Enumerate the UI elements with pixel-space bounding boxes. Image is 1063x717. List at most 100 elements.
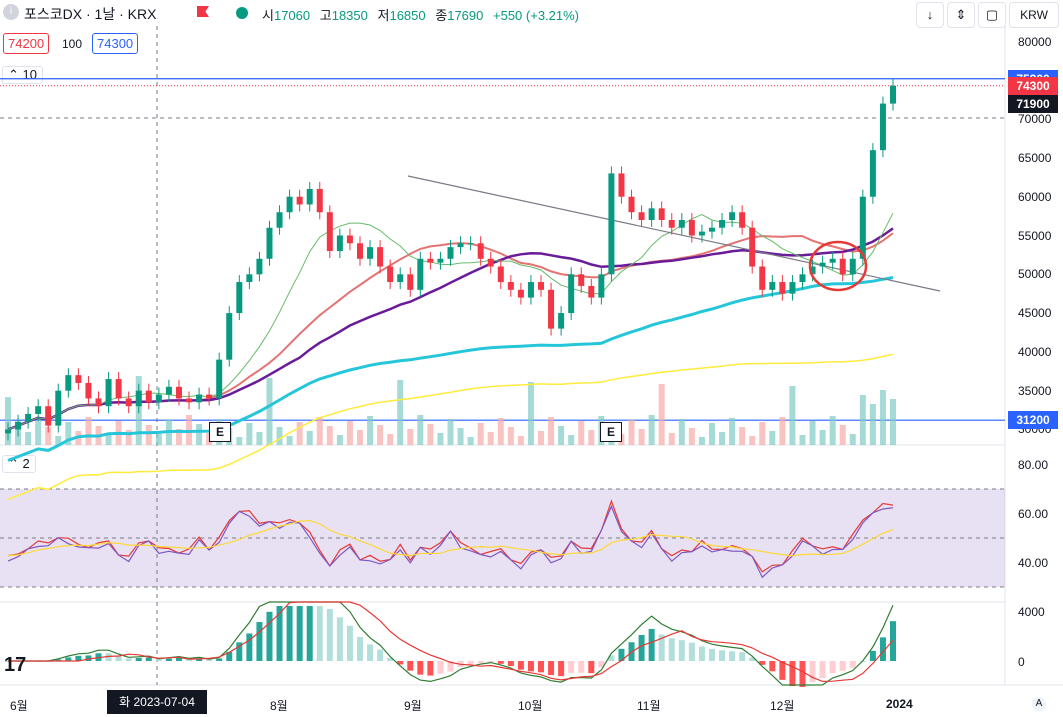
change-readout: +550 (+3.21%) (493, 8, 580, 23)
macd-histogram-bar (799, 661, 806, 687)
candle-body (859, 196, 866, 259)
macd-histogram-bar (165, 658, 172, 661)
macd-histogram-bar (729, 651, 736, 661)
price-axis-label: 60000 (1018, 189, 1052, 204)
candle-body (336, 235, 343, 252)
macd-histogram-bar (387, 657, 394, 661)
macd-histogram-bar (497, 661, 504, 664)
volume-bar (538, 431, 545, 445)
macd-histogram-bar (377, 649, 384, 661)
macd-histogram-bar (708, 649, 715, 661)
volume-bar (799, 435, 806, 445)
stoch-line (7, 504, 894, 579)
candle-body (688, 219, 695, 236)
candle-body (256, 258, 263, 275)
price-tag: 71900 (1008, 95, 1058, 114)
volume-bar (698, 437, 705, 445)
currency-select[interactable]: KRW (1009, 2, 1059, 28)
volume-bar (306, 431, 313, 445)
volume-bar (849, 434, 856, 445)
candle-body (5, 429, 11, 434)
macd-histogram-bar (558, 661, 565, 677)
candle-body (356, 243, 363, 259)
macd-histogram-bar (286, 606, 293, 661)
info-icon[interactable]: i (3, 4, 19, 20)
crosshair-date: 화 2023-07-04 (107, 690, 207, 714)
candle-body (869, 150, 876, 197)
volume-bar (457, 428, 464, 445)
volume-bar (256, 432, 263, 445)
candle-body (377, 247, 384, 267)
tradingview-logo[interactable]: 17 (4, 654, 27, 676)
flag-icon[interactable] (197, 6, 209, 17)
volume-bar (437, 433, 444, 445)
earnings-marker[interactable]: E (600, 422, 622, 442)
macd-histogram-bar (849, 661, 856, 668)
candle-body (427, 258, 434, 263)
snapshot-icon[interactable]: ▢ (978, 2, 1006, 28)
candle-body (497, 266, 504, 283)
candle-body (326, 212, 333, 252)
volume-bar (548, 417, 555, 445)
volume-bar (387, 434, 394, 445)
candle-body (196, 394, 203, 403)
volume-bar (196, 424, 203, 445)
macd-histogram-bar (75, 655, 82, 661)
expand-icon[interactable]: ⇕ (947, 2, 975, 28)
candle-body (437, 258, 444, 263)
symbol-title[interactable]: 포스코DX · 1날 · KRX (24, 6, 157, 22)
volume-bar (789, 386, 796, 445)
macd-histogram-bar (336, 617, 343, 661)
macd-histogram-bar (115, 656, 122, 661)
candle-body (829, 258, 836, 263)
rsi-band (0, 489, 1005, 587)
volume-bar (35, 418, 42, 445)
ma60-line (7, 276, 894, 462)
macd-histogram-bar (65, 657, 72, 661)
candle-body (558, 313, 565, 329)
ask-button[interactable]: 74300 (92, 33, 139, 54)
candle-body (789, 282, 796, 294)
x-label-aug: 8월 (270, 699, 288, 713)
macd-histogram-bar (839, 661, 846, 671)
volume-bar (286, 436, 293, 445)
price-tag: 74300 (1008, 76, 1058, 95)
volume-bar (487, 432, 494, 445)
volume-bar (678, 419, 685, 445)
volume-bar (517, 436, 524, 445)
macd-histogram-bar (618, 648, 625, 661)
rsi-ma-line (7, 519, 894, 557)
macd-histogram-bar (759, 661, 766, 665)
candle-body (296, 196, 303, 205)
rsi-axis-80: 80.00 (1018, 458, 1049, 472)
earnings-marker[interactable]: E (209, 422, 231, 442)
volume-bar (869, 404, 876, 445)
volume-bar (658, 384, 665, 445)
ohlc-readout: 시17060 고18350 저16850 종17690 +550 (+3.21%… (262, 8, 580, 23)
macd-histogram-bar (306, 606, 313, 661)
volume-bar (65, 422, 72, 445)
volume-bar (356, 430, 363, 445)
macd-axis-0: 0 (1018, 655, 1025, 669)
macd-histogram-bar (135, 657, 142, 661)
volume-bar (879, 390, 886, 445)
macd-histogram-bar (125, 658, 132, 661)
x-label-jun: 6월 (10, 699, 28, 713)
price-pane (0, 78, 1005, 500)
bid-button[interactable]: 74200 (3, 33, 50, 54)
x-label-nov: 11월 (637, 699, 661, 713)
candle-body (799, 274, 806, 283)
auto-scale-button[interactable]: A (1032, 697, 1046, 711)
price-axis-label: 50000 (1018, 267, 1052, 282)
rsi-axis-40: 40.00 (1018, 556, 1049, 570)
macd-histogram-bar (236, 642, 243, 661)
sell-arrow-icon[interactable]: ↓ (916, 2, 944, 28)
macd-histogram-bar (427, 661, 434, 676)
volume-bar (125, 430, 132, 445)
candle-body (779, 282, 786, 294)
candle-body (216, 359, 223, 399)
x-label-dec: 12월 (770, 699, 795, 713)
candle-body (346, 235, 353, 244)
volume-bar (628, 420, 635, 445)
